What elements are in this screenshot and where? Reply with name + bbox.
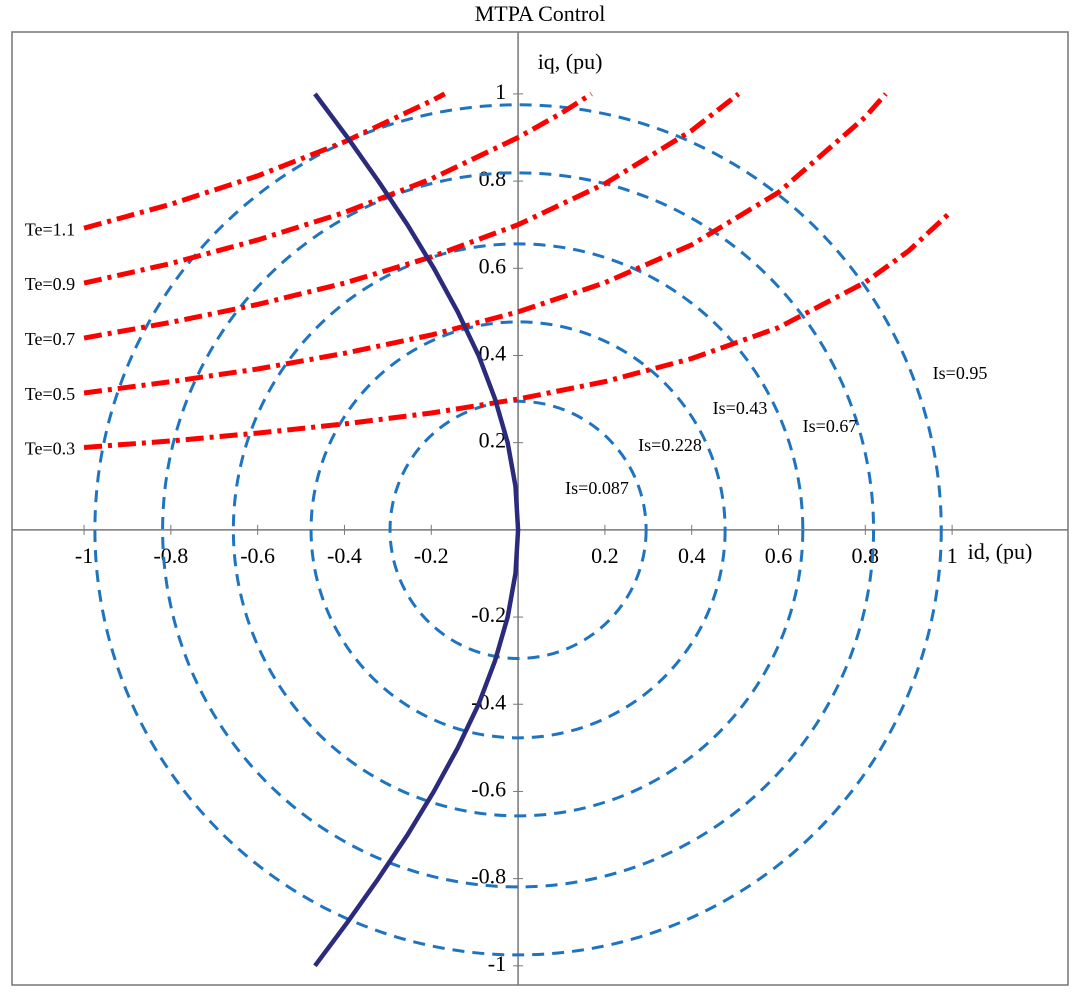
x-tick-label: -1 (75, 543, 93, 568)
curve-label: Te=0.9 (25, 274, 75, 294)
curve-label: Te=0.3 (25, 439, 75, 459)
x-tick-label: 0.6 (765, 543, 793, 568)
current-circle (309, 320, 727, 740)
y-tick-label: -0.2 (471, 602, 506, 627)
y-tick-label: -1 (488, 951, 506, 976)
y-axis-label: iq, (pu) (538, 49, 603, 74)
x-tick-label: 0.4 (678, 543, 706, 568)
y-tick-label: -0.6 (471, 776, 506, 801)
x-tick-label: -0.8 (153, 543, 188, 568)
current-circle (93, 103, 943, 957)
series-line (83, 208, 954, 450)
x-tick-label: 0.8 (852, 543, 880, 568)
series-line (83, 92, 888, 396)
curve-label: Te=1.1 (25, 219, 75, 239)
x-tick-label: 0.2 (591, 543, 619, 568)
current-circle (161, 171, 876, 889)
x-tick-label: -0.4 (327, 543, 362, 568)
y-tick-label: 0.6 (479, 253, 507, 278)
y-tick-label: 0.2 (479, 428, 507, 453)
circle-label: Is=0.43 (713, 398, 768, 418)
x-tick-label: 1 (947, 543, 958, 568)
x-tick-label: -0.2 (414, 543, 449, 568)
current-circle (388, 399, 648, 660)
plot-area: -1 -0.8 -0.6 -0.4 -0.2 0.2 0.4 0.6 0.8 1-1-0.8-0.… (12, 32, 1068, 985)
x-tick-label: -0.6 (240, 543, 275, 568)
x-axis-label: id, (pu) (968, 539, 1033, 564)
y-tick-label: 0.8 (479, 166, 507, 191)
circle-label: Is=0.95 (933, 363, 988, 383)
current-circle (231, 242, 805, 818)
chart-title: MTPA Control (475, 1, 606, 26)
circle-label: Is=0.228 (638, 435, 702, 455)
circle-label: Is=0.087 (565, 478, 629, 498)
series-line (83, 91, 446, 231)
curve-label: Te=0.7 (25, 329, 75, 349)
curve-label: Te=0.5 (25, 384, 75, 404)
plot-frame (11, 31, 1069, 986)
y-tick-label: 1 (495, 79, 506, 104)
series-line (313, 92, 521, 968)
series-line (83, 91, 741, 341)
circle-label: Is=0.67 (803, 416, 858, 436)
